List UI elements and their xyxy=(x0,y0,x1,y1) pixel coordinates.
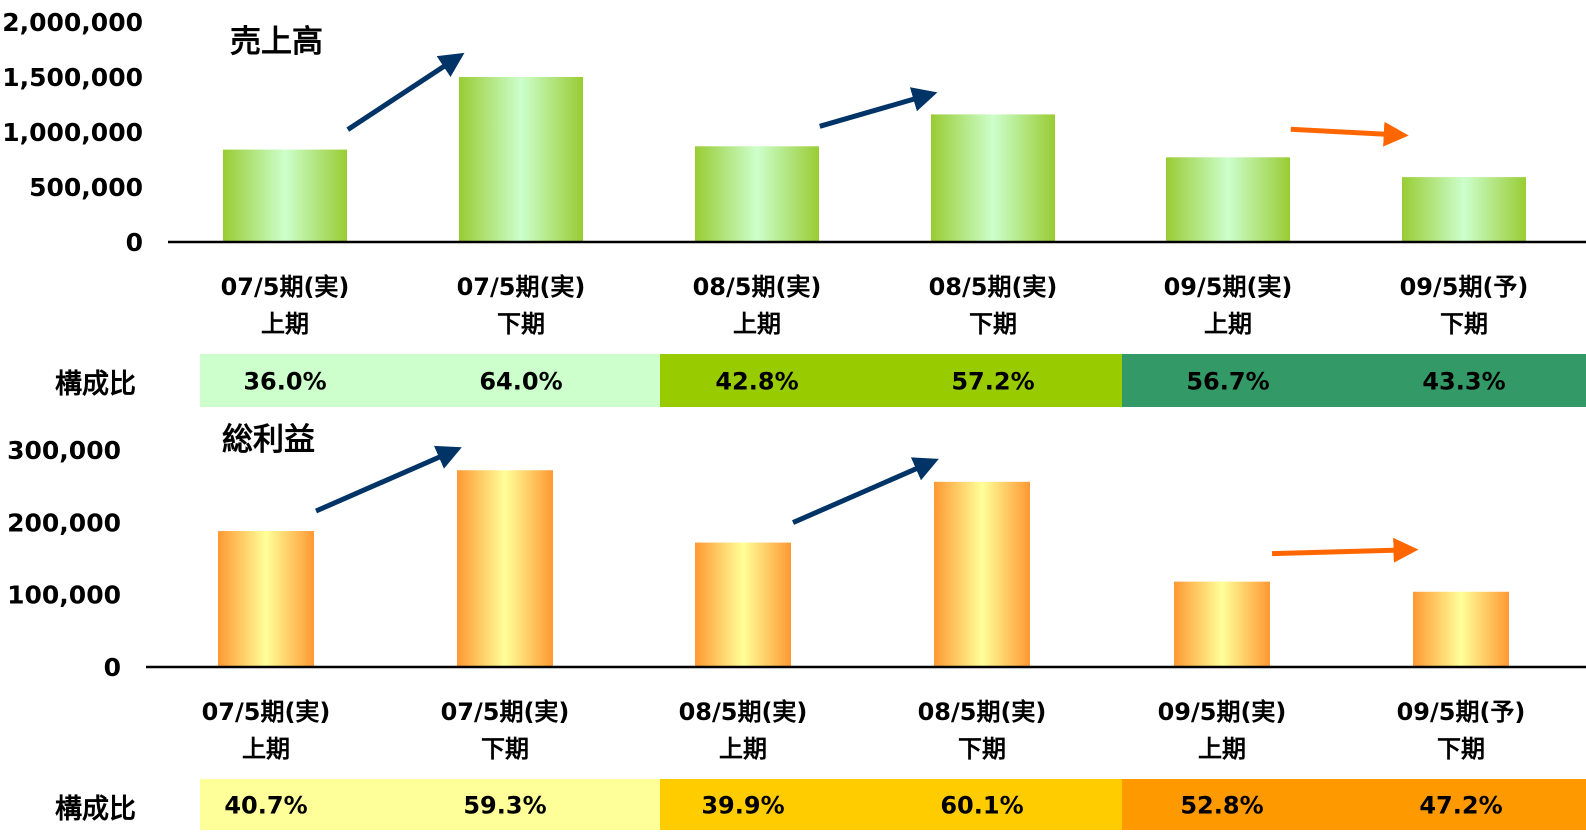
sales-trend-arrow xyxy=(1290,121,1409,147)
profit-x-tick-sublabel: 上期 xyxy=(242,735,290,763)
sales-ratio-value: 57.2% xyxy=(951,368,1034,396)
profit-ratio-row: 構成比 40.7% 59.3% 39.9% 60.1% 52.8% 47.2% xyxy=(55,779,1586,830)
profit-bar xyxy=(457,470,553,667)
profit-y-tick-label: 100,000 xyxy=(7,581,121,610)
profit-trend-arrow xyxy=(1271,537,1419,563)
profit-chart-title: 総利益 xyxy=(222,422,315,458)
sales-y-tick-label: 500,000 xyxy=(29,173,143,202)
sales-chart-title: 売上高 xyxy=(230,24,323,60)
sales-ratio-cell-group xyxy=(1122,354,1586,407)
profit-x-tick-sublabel: 下期 xyxy=(481,735,529,763)
sales-bar xyxy=(223,149,347,242)
sales-x-tick-label: 08/5期(実) xyxy=(929,273,1058,301)
profit-ratio-label: 構成比 xyxy=(55,794,136,825)
sales-y-tick-label: 1,000,000 xyxy=(2,118,143,147)
profit-trend-arrow xyxy=(792,457,939,525)
sales-ratio-value: 43.3% xyxy=(1422,368,1505,396)
sales-y-tick-label: 2,000,000 xyxy=(2,8,143,37)
sales-ratio-value: 64.0% xyxy=(479,368,562,396)
profit-x-tick-sublabel: 上期 xyxy=(719,735,767,763)
sales-x-tick-sublabel: 下期 xyxy=(969,310,1017,338)
sales-bar xyxy=(1402,177,1526,242)
profit-x-tick-label: 09/5期(実) xyxy=(1158,698,1287,726)
profit-x-tick-label: 08/5期(実) xyxy=(679,698,808,726)
sales-ratio-cell-group xyxy=(660,354,1122,407)
sales-x-tick-label: 09/5期(実) xyxy=(1164,273,1293,301)
profit-x-axis: 07/5期(実) 上期 07/5期(実) 下期 08/5期(実) 上期 08/5期(実) 下期… xyxy=(202,698,1526,763)
sales-bar xyxy=(931,114,1055,242)
sales-x-tick-sublabel: 上期 xyxy=(733,310,781,338)
sales-x-tick-sublabel: 下期 xyxy=(497,310,545,338)
sales-x-tick-sublabel: 上期 xyxy=(261,310,309,338)
sales-y-axis: 0 500,000 1,000,000 1,500,000 2,000,000 xyxy=(2,8,143,257)
sales-bar xyxy=(459,77,583,242)
profit-x-tick-sublabel: 下期 xyxy=(958,735,1006,763)
profit-bar xyxy=(934,481,1030,667)
profit-bar xyxy=(1174,581,1270,667)
sales-bar xyxy=(1166,157,1290,242)
sales-x-tick-label: 08/5期(実) xyxy=(693,273,822,301)
profit-x-tick-label: 08/5期(実) xyxy=(918,698,1047,726)
profit-x-tick-sublabel: 下期 xyxy=(1437,735,1485,763)
profit-x-tick-label: 09/5期(予) xyxy=(1397,698,1526,726)
profit-bars xyxy=(218,470,1509,667)
sales-x-tick-sublabel: 下期 xyxy=(1440,310,1488,338)
profit-x-tick-label: 07/5期(実) xyxy=(441,698,570,726)
profit-ratio-cell-group xyxy=(200,779,660,830)
sales-ratio-value: 56.7% xyxy=(1186,368,1269,396)
profit-y-tick-label: 0 xyxy=(104,653,121,682)
sales-x-tick-label: 07/5期(実) xyxy=(457,273,586,301)
sales-x-axis: 07/5期(実) 上期 07/5期(実) 下期 08/5期(実) 上期 08/5期(実) 下期… xyxy=(221,273,1529,338)
profit-bar xyxy=(218,531,314,667)
sales-trend-arrows xyxy=(346,52,1409,147)
profit-x-tick-sublabel: 上期 xyxy=(1198,735,1246,763)
profit-bar xyxy=(1413,591,1509,667)
profit-x-tick-label: 07/5期(実) xyxy=(202,698,331,726)
sales-ratio-label: 構成比 xyxy=(55,369,136,400)
sales-x-tick-sublabel: 上期 xyxy=(1204,310,1252,338)
sales-trend-arrow xyxy=(346,52,465,132)
profit-trend-arrow xyxy=(315,445,462,514)
profit-y-tick-label: 300,000 xyxy=(7,436,121,465)
sales-bar xyxy=(695,146,819,242)
sales-x-tick-label: 07/5期(実) xyxy=(221,273,350,301)
profit-ratio-value: 59.3% xyxy=(463,792,546,820)
profit-ratio-value: 39.9% xyxy=(701,792,784,820)
profit-ratio-value: 40.7% xyxy=(224,792,307,820)
sales-ratio-row: 構成比 36.0% 64.0% 42.8% 57.2% 56.7% 43.3% xyxy=(55,354,1586,407)
sales-x-tick-label: 09/5期(予) xyxy=(1400,273,1529,301)
sales-trend-arrow xyxy=(819,87,938,129)
profit-y-tick-label: 200,000 xyxy=(7,508,121,537)
profit-y-axis: 0 100,000 200,000 300,000 xyxy=(7,436,121,682)
sales-y-tick-label: 0 xyxy=(126,228,143,257)
sales-bars xyxy=(223,77,1526,242)
sales-chart: 売上高 0500,0001,000,0001,500,0002,000,000 … xyxy=(2,8,1586,407)
profit-trend-arrows xyxy=(315,445,1419,563)
profit-bar xyxy=(695,542,791,667)
profit-ratio-cell-group xyxy=(1122,779,1586,830)
sales-ratio-cell-group xyxy=(200,354,660,407)
profit-ratio-value: 60.1% xyxy=(940,792,1023,820)
profit-ratio-value: 52.8% xyxy=(1180,792,1263,820)
sales-ratio-value: 42.8% xyxy=(715,368,798,396)
sales-y-tick-label: 1,500,000 xyxy=(2,63,143,92)
profit-ratio-value: 47.2% xyxy=(1419,792,1502,820)
profit-ratio-cell-group xyxy=(660,779,1122,830)
sales-ratio-value: 36.0% xyxy=(243,368,326,396)
